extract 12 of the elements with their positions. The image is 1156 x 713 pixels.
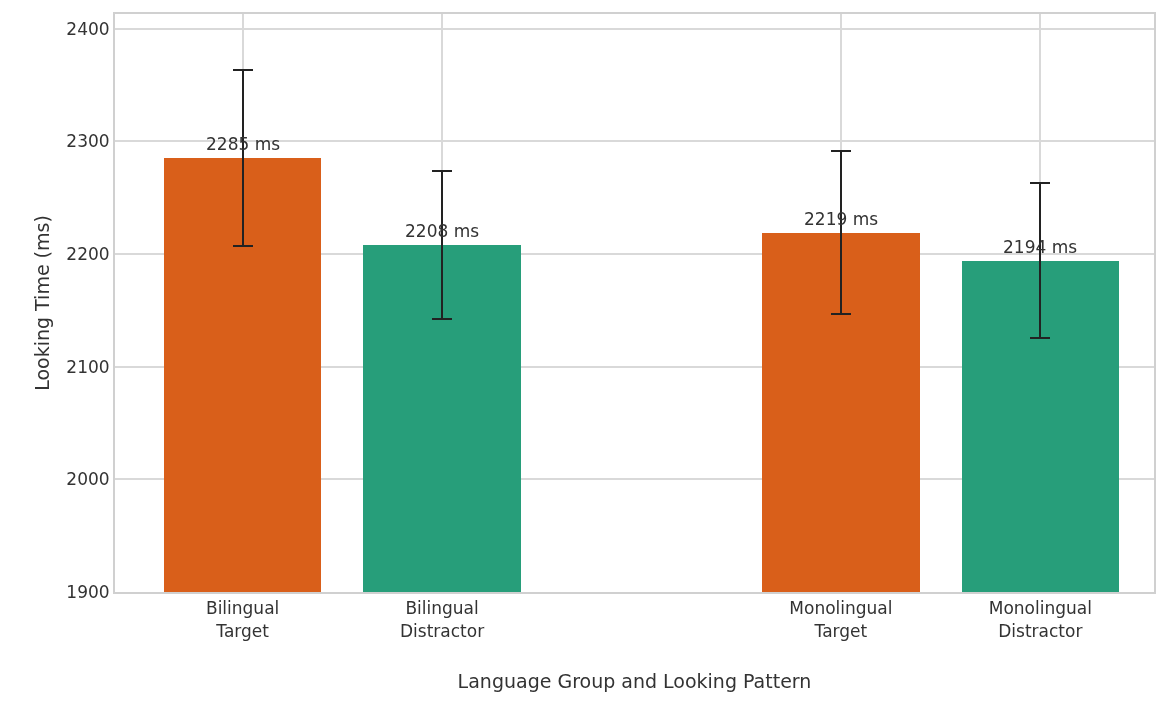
x-tick-label: Monolingual Target — [789, 598, 893, 641]
x-tick-label: Monolingual Distractor — [988, 598, 1092, 641]
y-tick-label: 2400 — [66, 18, 110, 39]
x-tick-label: Bilingual Target — [205, 598, 280, 641]
x-tick-label: Bilingual Distractor — [399, 598, 485, 641]
y-tick-label: 2200 — [66, 243, 110, 264]
y-tick-label: 1900 — [66, 581, 110, 602]
x-axis-title: Language Group and Looking Pattern — [457, 669, 812, 692]
y-tick-label: 2300 — [66, 131, 110, 152]
y-axis-title: Looking Time (ms) — [30, 215, 53, 391]
y-tick-label: 2000 — [66, 469, 110, 490]
y-tick-label: 2100 — [66, 356, 110, 377]
